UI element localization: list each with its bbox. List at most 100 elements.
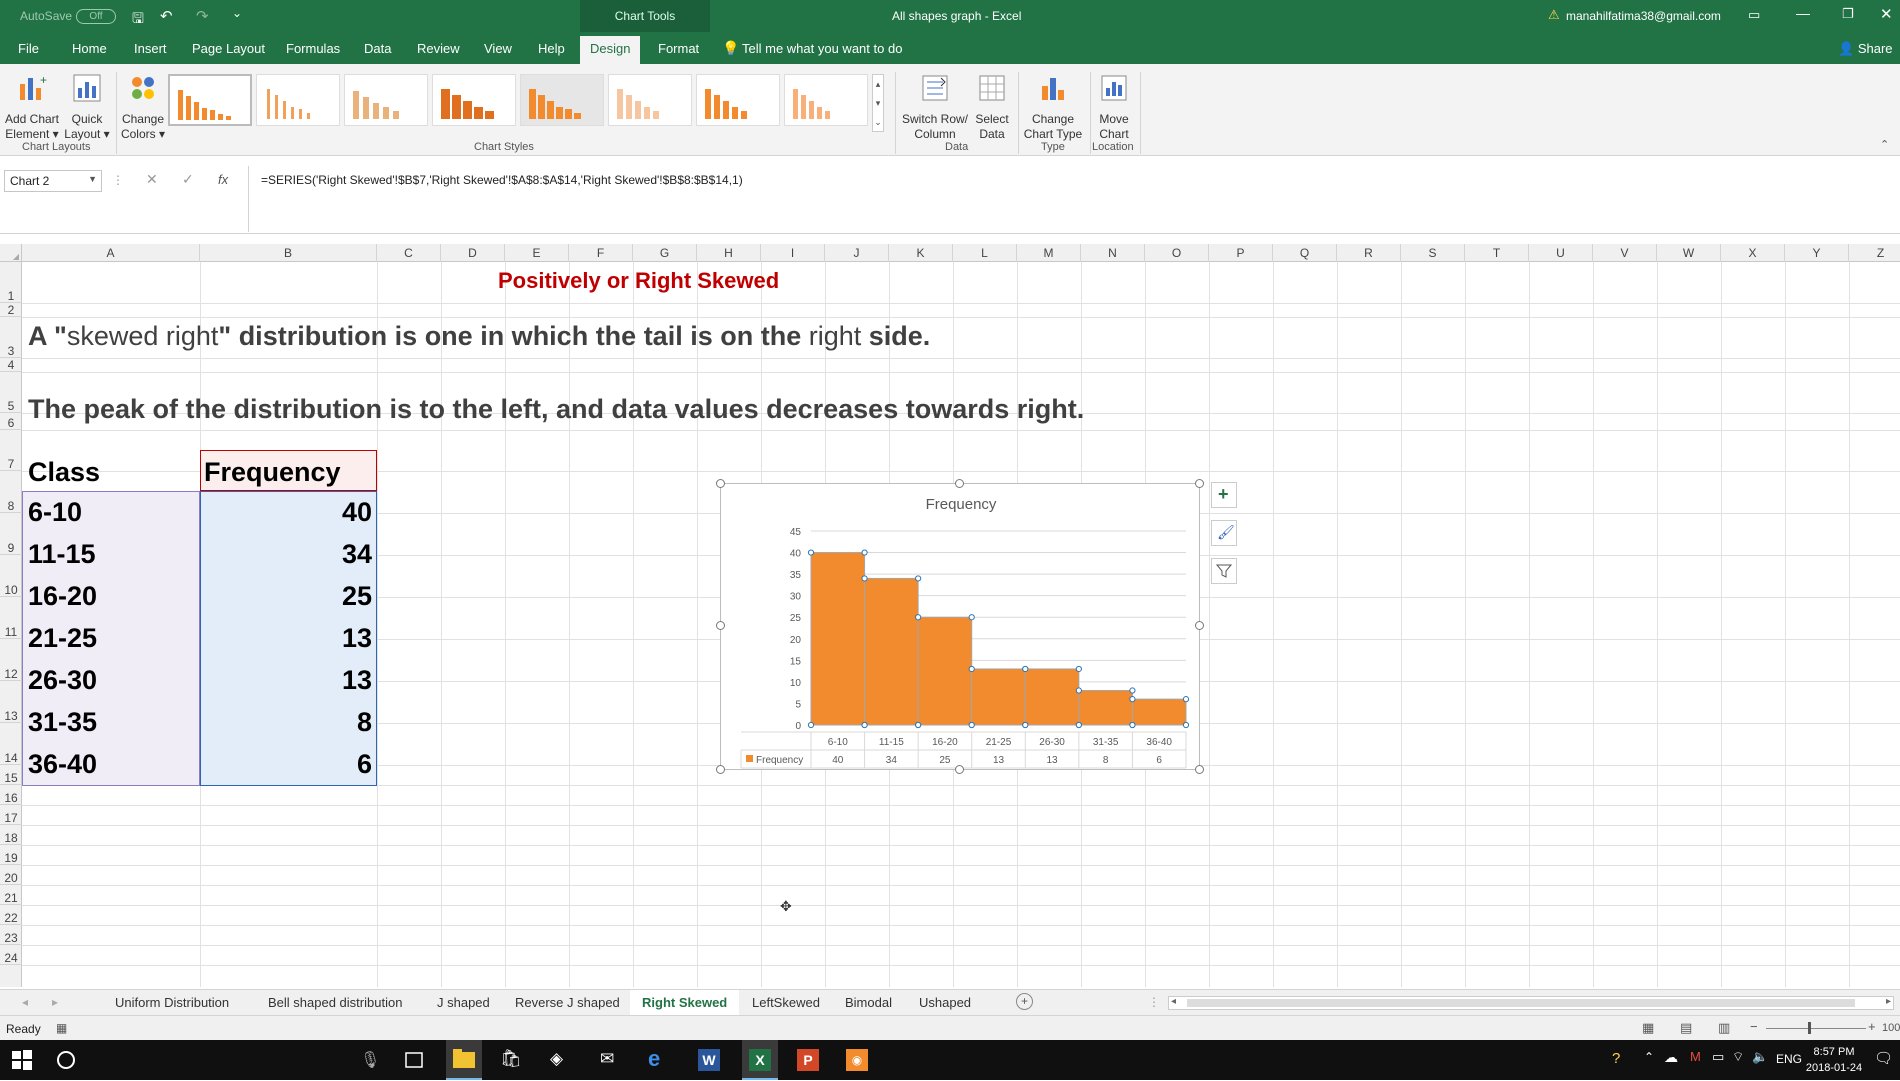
change-colors-button[interactable]: Change Colors ▾: [118, 72, 168, 142]
zoom-level[interactable]: 100: [1882, 1022, 1900, 1034]
row-header-7[interactable]: 7: [0, 430, 22, 471]
class-cell[interactable]: 6-10: [28, 497, 83, 527]
insert-function-icon[interactable]: fx: [218, 172, 229, 187]
resize-handle-tl[interactable]: [716, 479, 725, 488]
new-sheet-button[interactable]: +: [1016, 993, 1033, 1010]
column-header-v[interactable]: V: [1593, 244, 1657, 262]
header-frequency[interactable]: Frequency: [204, 457, 341, 487]
column-header-x[interactable]: X: [1721, 244, 1785, 262]
name-box[interactable]: Chart 2 ▼: [4, 170, 102, 192]
frequency-cell[interactable]: 25: [341, 581, 372, 611]
column-header-o[interactable]: O: [1145, 244, 1209, 262]
sheet-tab-bell[interactable]: Bell shaped distribution: [268, 995, 403, 1010]
row-header-18[interactable]: 18: [0, 825, 22, 845]
row-header-16[interactable]: 16: [0, 785, 22, 805]
tab-format[interactable]: Format: [658, 41, 700, 56]
row-header-13[interactable]: 13: [0, 681, 22, 723]
sheet-tab-j-shaped[interactable]: J shaped: [437, 995, 490, 1010]
ribbon-display-icon[interactable]: ▭: [1748, 7, 1761, 22]
move-chart-button[interactable]: Move Chart: [1094, 72, 1134, 142]
collapse-ribbon-icon[interactable]: ⌃: [1880, 139, 1890, 151]
column-header-w[interactable]: W: [1657, 244, 1721, 262]
help-icon[interactable]: ?: [1612, 1050, 1621, 1067]
store-icon[interactable]: 🛍: [500, 1049, 522, 1068]
language-indicator[interactable]: ENG: [1776, 1052, 1803, 1066]
row-header-11[interactable]: 11: [0, 597, 22, 639]
scroll-left-icon[interactable]: ◂: [1171, 996, 1177, 1007]
quick-layout-button[interactable]: Quick Layout ▾: [64, 72, 110, 142]
frequency-cell[interactable]: 34: [341, 539, 372, 569]
page-layout-view-icon[interactable]: ▤: [1680, 1020, 1693, 1035]
column-header-m[interactable]: M: [1017, 244, 1081, 262]
class-cell[interactable]: 26-30: [28, 665, 98, 695]
frequency-cell[interactable]: 6: [356, 749, 372, 779]
sheet-tab-reverse-j[interactable]: Reverse J shaped: [515, 995, 620, 1010]
sheet-tab-right-skewed[interactable]: Right Skewed: [630, 990, 740, 1018]
column-header-q[interactable]: Q: [1273, 244, 1337, 262]
row-header-15[interactable]: 15: [0, 765, 22, 785]
app-icon[interactable]: ◉: [846, 1049, 868, 1071]
redo-icon[interactable]: ↷: [196, 8, 209, 25]
column-header-f[interactable]: F: [569, 244, 633, 262]
row-header-8[interactable]: 8: [0, 471, 22, 513]
resize-handle-br[interactable]: [1195, 765, 1204, 774]
add-chart-element-button[interactable]: + Add Chart Element ▾: [4, 72, 60, 142]
column-header-p[interactable]: P: [1209, 244, 1273, 262]
row-header-10[interactable]: 10: [0, 555, 22, 597]
row-header-20[interactable]: 20: [0, 865, 22, 885]
horizontal-scrollbar[interactable]: ◂ ▸: [1168, 996, 1894, 1010]
resize-handle-t[interactable]: [955, 479, 964, 488]
undo-icon[interactable]: ↶: [160, 8, 173, 25]
powerpoint-icon[interactable]: P: [797, 1049, 819, 1071]
minimize-icon[interactable]: —: [1796, 5, 1810, 21]
cortana-icon[interactable]: [54, 1048, 78, 1072]
chart-style-2[interactable]: [256, 74, 340, 126]
chart-style-8[interactable]: [784, 74, 868, 126]
resize-handle-l[interactable]: [716, 621, 725, 630]
chart-style-5[interactable]: [520, 74, 604, 126]
column-header-i[interactable]: I: [761, 244, 825, 262]
column-header-h[interactable]: H: [697, 244, 761, 262]
notifications-icon[interactable]: 🗨: [1874, 1050, 1894, 1067]
scroll-tabs-left-icon[interactable]: ◂: [22, 995, 29, 1009]
sheet-tab-uniform[interactable]: Uniform Distribution: [115, 995, 230, 1010]
tab-data[interactable]: Data: [364, 41, 392, 56]
column-header-y[interactable]: Y: [1785, 244, 1849, 262]
row-header-1[interactable]: 1: [0, 262, 22, 303]
microphone-icon[interactable]: 🎙: [360, 1052, 381, 1069]
scroll-right-icon[interactable]: ▸: [1885, 996, 1891, 1007]
excel-taskbar-button[interactable]: X: [742, 1040, 778, 1080]
column-header-r[interactable]: R: [1337, 244, 1401, 262]
tray-expand-icon[interactable]: ⌃: [1644, 1050, 1655, 1064]
resize-handle-b[interactable]: [955, 765, 964, 774]
column-header-z[interactable]: Z: [1849, 244, 1900, 262]
battery-icon[interactable]: ▭: [1712, 1049, 1725, 1064]
autosave-toggle[interactable]: Off: [76, 9, 116, 24]
column-header-u[interactable]: U: [1529, 244, 1593, 262]
restore-icon[interactable]: ❐: [1842, 6, 1854, 21]
select-data-button[interactable]: Select Data: [972, 72, 1012, 142]
select-all-corner[interactable]: ◢: [0, 244, 22, 262]
frequency-cell[interactable]: 8: [356, 707, 372, 737]
row-header-12[interactable]: 12: [0, 639, 22, 681]
sheet-tab-left-skewed[interactable]: LeftSkewed: [752, 995, 820, 1010]
row-header-19[interactable]: 19: [0, 845, 22, 865]
frequency-cell[interactable]: 40: [341, 497, 372, 527]
frequency-cell[interactable]: 13: [341, 665, 372, 695]
dropbox-icon[interactable]: ◈: [550, 1049, 564, 1068]
clock[interactable]: 8:57 PM 2018-01-24: [1804, 1044, 1864, 1076]
macro-record-icon[interactable]: ▦: [56, 1021, 68, 1035]
sheet-tab-bimodal[interactable]: Bimodal: [845, 995, 892, 1010]
tab-help[interactable]: Help: [538, 41, 565, 56]
customize-qat-icon[interactable]: ⌄: [232, 6, 243, 20]
user-account[interactable]: manahilfatima38@gmail.com: [1566, 9, 1721, 23]
scrollbar-thumb[interactable]: [1187, 999, 1855, 1007]
class-cell[interactable]: 11-15: [28, 539, 96, 569]
scroll-tabs-right-icon[interactable]: ▸: [52, 995, 59, 1009]
row-header-22[interactable]: 22: [0, 905, 22, 925]
row-header-3[interactable]: 3: [0, 317, 22, 358]
tab-review[interactable]: Review: [417, 41, 460, 56]
file-explorer-icon[interactable]: [446, 1040, 482, 1080]
resize-handle-bl[interactable]: [716, 765, 725, 774]
splitter-icon[interactable]: ⋮: [1148, 995, 1160, 1009]
